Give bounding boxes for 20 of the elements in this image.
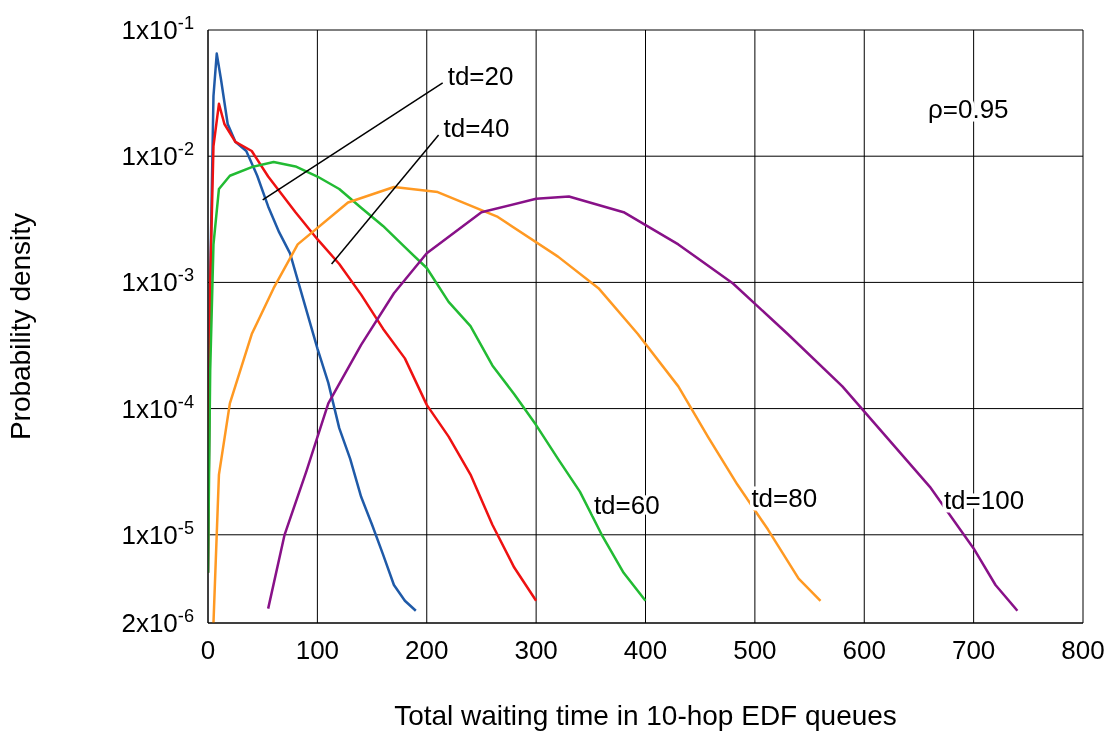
x-axis-title: Total waiting time in 10-hop EDF queues — [394, 700, 897, 731]
y-tick-label: 2x10$^{-6}$ — [121, 606, 194, 638]
y-axis-title: Probability density — [4, 212, 36, 441]
x-tick-label: 400 — [623, 635, 668, 665]
y-tick-label: 1x10$^{-4}$ — [121, 391, 194, 424]
y-tick-label: 1x10$^{-3}$ — [121, 265, 194, 298]
x-tick-label: 100 — [295, 635, 340, 665]
annotation: td=40 — [443, 112, 510, 143]
x-tick-label: 200 — [405, 635, 449, 665]
annotation: td=20 — [447, 60, 514, 91]
x-tick-label: 800 — [1061, 635, 1105, 665]
y-tick-label: 1x10$^{-5}$ — [121, 517, 194, 550]
y-tick-label: 1x10$^{-2}$ — [121, 139, 194, 172]
x-tick-label: 500 — [733, 635, 777, 665]
x-tick-label: 700 — [951, 635, 996, 665]
y-tick-label: 1x10$^{-1}$ — [121, 13, 194, 45]
x-tick-label: 600 — [842, 635, 886, 665]
x-tick-label: 300 — [514, 635, 558, 665]
line-series — [212, 185, 822, 623]
x-tick-label: 0 — [200, 635, 216, 665]
